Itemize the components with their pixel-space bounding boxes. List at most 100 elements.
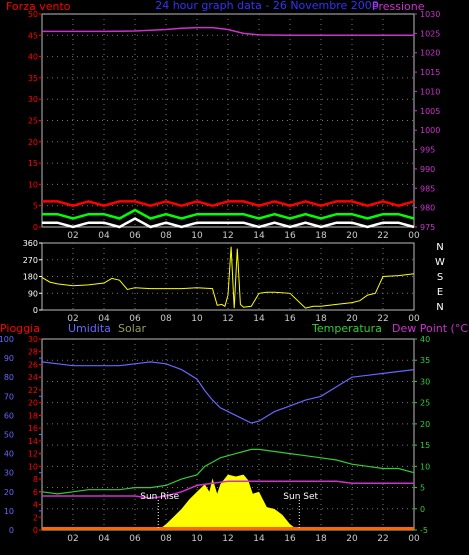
rain-axis-tick-label: 24	[28, 373, 38, 382]
weather-series	[41, 361, 415, 530]
rain-axis-tick-label: 14	[28, 437, 38, 446]
x-tick-label: 20	[346, 534, 358, 544]
wind-pressure-series	[42, 26, 415, 229]
rain-axis-tick-label: 16	[28, 424, 38, 433]
wind-axis-tick-label: 35	[28, 74, 38, 83]
wind-axis-tick-label: 50	[28, 10, 38, 19]
x-tick-label: 22	[377, 231, 388, 241]
x-tick-label: 08	[160, 534, 172, 544]
temperature-axis-tick-label: 15	[420, 441, 430, 450]
rain-axis-tick-label: 4	[33, 501, 38, 510]
x-tick-label: 16	[284, 314, 296, 324]
rain-axis-tick-label: 28	[28, 348, 38, 357]
wind-axis-tick-label: 15	[28, 159, 38, 168]
x-tick-label: 14	[253, 534, 265, 544]
x-tick-label: 00	[408, 314, 420, 324]
pressure-axis-tick-label: 975	[420, 223, 435, 232]
pressure-axis-tick-label: 1005	[420, 107, 440, 116]
direction-axis-tick-label: 270	[23, 256, 38, 265]
x-tick-label: 06	[129, 314, 141, 324]
x-tick-label: 02	[67, 314, 78, 324]
x-tick-label: 04	[98, 231, 110, 241]
humidity-axis-tick-label: 70	[4, 392, 14, 401]
series-wind_avg	[42, 208, 415, 220]
direction-axis-tick-label: 90	[28, 289, 38, 298]
temperature-axis-tick-label: 20	[420, 420, 430, 429]
x-tick-label: 02	[67, 231, 78, 241]
wind-direction-grid	[42, 243, 414, 310]
rain-axis-tick-label: 20	[28, 399, 38, 408]
pressure-axis-tick-label: 995	[420, 146, 435, 155]
x-tick-label: 04	[98, 314, 110, 324]
temperature-axis-tick-label: 5	[420, 484, 425, 493]
rain-axis-tick-label: 8	[33, 475, 38, 484]
x-tick-label: 10	[191, 314, 203, 324]
x-tick-label: 04	[98, 534, 110, 544]
rain-axis-tick-label: 2	[33, 513, 38, 522]
x-tick-label: 14	[253, 314, 265, 324]
pressure-axis-tick-label: 990	[420, 165, 435, 174]
temperature-axis-tick-label: 25	[420, 399, 430, 408]
rain-axis-tick-label: 30	[28, 335, 38, 344]
x-tick-label: 18	[315, 534, 327, 544]
series-pressure	[42, 26, 414, 37]
pressure-label: Pressione	[372, 0, 425, 13]
humidity-axis-tick-label: 20	[4, 488, 14, 497]
chart-title: 24 hour graph data - 26 Novembre 2008	[155, 0, 379, 12]
direction-letter: W	[435, 257, 445, 268]
rain-axis-tick-label: 12	[28, 450, 38, 459]
x-tick-label: 00	[408, 231, 420, 241]
series-wind_low	[42, 217, 415, 229]
pressure-axis-tick-label: 1000	[420, 126, 440, 135]
series-solar	[158, 474, 298, 530]
sun-rise-annotation: Sun Rise	[140, 492, 179, 502]
rain-axis-tick-label: 10	[28, 462, 38, 471]
wind-axis-tick-label: 10	[28, 180, 38, 189]
temperature-axis-tick-label: 35	[420, 356, 430, 365]
humidity-label: Umidita	[68, 322, 111, 335]
pressure-axis-tick-label: 1020	[420, 49, 440, 58]
wind-pressure-grid	[42, 14, 414, 227]
temperature-axis-tick-label: 40	[420, 335, 430, 344]
humidity-axis-tick-label: 60	[4, 411, 14, 420]
direction-letter: N	[436, 242, 443, 253]
temperature-axis-tick-label: 10	[420, 462, 430, 471]
series-humidity	[41, 361, 415, 424]
x-tick-label: 22	[377, 534, 388, 544]
x-tick-label: 14	[253, 231, 265, 241]
x-tick-label: 06	[129, 534, 141, 544]
humidity-axis-tick-label: 80	[4, 373, 14, 382]
x-tick-label: 10	[191, 231, 203, 241]
x-tick-label: 08	[160, 314, 172, 324]
x-tick-label: 16	[284, 534, 296, 544]
wind-axis-tick-label: 30	[28, 95, 38, 104]
series-dew-point	[42, 480, 414, 499]
direction-axis-tick-label: 360	[23, 239, 38, 248]
x-tick-label: 20	[346, 314, 358, 324]
direction-letter: E	[437, 287, 443, 298]
x-tick-label: 10	[191, 534, 203, 544]
direction-axis-tick-label: 180	[23, 273, 38, 282]
temperature-axis-tick-label: 0	[420, 505, 425, 514]
humidity-axis-tick-label: 100	[0, 335, 14, 344]
temperature-axis-tick-label: -5	[420, 526, 428, 535]
x-tick-label: 12	[222, 534, 233, 544]
series-direction	[41, 246, 415, 309]
humidity-axis-tick-label: 90	[4, 354, 14, 363]
series-wind_gust	[42, 200, 415, 207]
temperature-axis-tick-label: 30	[420, 377, 430, 386]
rain-axis-tick-label: 22	[28, 386, 38, 395]
x-tick-label: 22	[377, 314, 388, 324]
series-temperature	[41, 448, 415, 495]
humidity-axis-tick-label: 0	[9, 526, 14, 535]
solar-label: Solar	[118, 322, 147, 335]
temperature-label: Temperatura	[311, 322, 382, 335]
humidity-axis-tick-label: 10	[4, 507, 14, 516]
x-tick-label: 18	[315, 231, 327, 241]
rain-label: Pioggia	[0, 322, 40, 335]
direction-axis-tick-label: 0	[33, 306, 38, 315]
x-tick-label: 16	[284, 231, 296, 241]
x-tick-label: 18	[315, 314, 327, 324]
wind-axis-tick-label: 20	[28, 138, 38, 147]
